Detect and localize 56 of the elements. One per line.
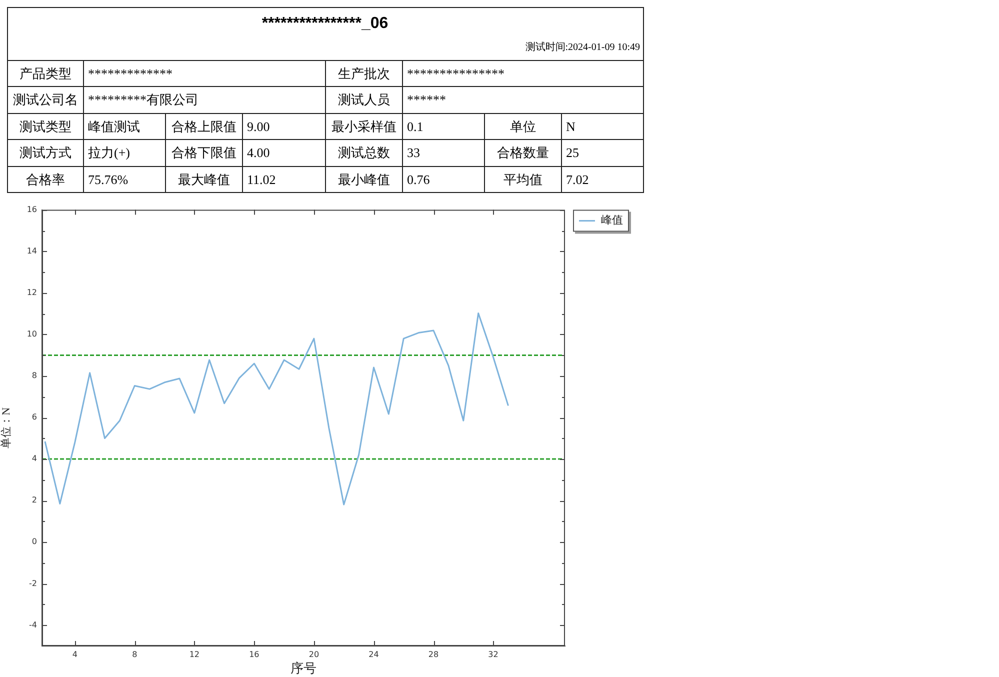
text: ************* [88, 66, 172, 82]
x-tick-label: 28 [428, 650, 439, 659]
x-tick-label: 8 [132, 650, 138, 659]
text: 0.1 [407, 118, 424, 134]
x-tick-label: 24 [368, 650, 379, 659]
y-tick-label: 2 [32, 496, 37, 505]
text: 25 [566, 145, 579, 161]
text: 最小采样值 [332, 118, 396, 136]
text: 测试总数 [338, 144, 390, 162]
chart-title: ****************_06 [262, 15, 388, 32]
text: 合格上限值 [172, 118, 236, 136]
y-tick-label: 14 [26, 246, 37, 256]
x-tick-label: 20 [308, 650, 320, 659]
y-tick-label: 12 [26, 288, 37, 297]
text: 75.76% [88, 172, 128, 188]
x-tick-label: 4 [72, 650, 78, 659]
text: 4.00 [247, 145, 270, 161]
y-axis-title: 单位：N [0, 407, 12, 448]
y-tick-label: 8 [32, 371, 37, 380]
text: *************** [407, 66, 504, 82]
text: 7.02 [566, 172, 589, 188]
text: 平均值 [504, 170, 542, 188]
legend-label: 峰值 [601, 214, 623, 227]
text: N [566, 118, 576, 134]
y-tick-label: 6 [32, 412, 37, 422]
y-tick-label: 4 [32, 454, 37, 464]
text: 测试类型 [20, 118, 72, 136]
text: 产品类型 [20, 64, 72, 82]
y-tick-label: 16 [26, 204, 37, 214]
text: 测试人员 [338, 91, 390, 109]
text: 0.76 [407, 172, 430, 188]
y-tick-label: -4 [29, 620, 37, 630]
text: 合格数量 [497, 144, 549, 162]
x-tick-label: 32 [488, 650, 498, 659]
chart-subtitle: 测试时间:2024-01-09 10:49 [525, 42, 640, 53]
x-tick-label: 12 [189, 650, 200, 659]
x-axis-title: 序号 [290, 660, 316, 676]
text: 测试方式 [20, 144, 72, 162]
x-tick-label: 16 [249, 650, 260, 659]
text: 合格下限值 [172, 144, 236, 162]
text: *********有限公司 [88, 91, 198, 109]
text: ****** [407, 92, 446, 108]
y-tick-label: 0 [32, 537, 37, 546]
text: 33 [407, 145, 420, 161]
y-tick-label: 10 [26, 330, 37, 339]
text: 峰值测试 [88, 118, 140, 136]
text: 11.02 [247, 172, 276, 188]
text: 9.00 [247, 118, 270, 134]
text: 测试公司名 [13, 91, 78, 109]
y-tick-label: -2 [29, 578, 37, 588]
text: 生产批次 [338, 64, 390, 82]
text: 最大峰值 [178, 170, 230, 188]
text: 单位 [510, 118, 536, 136]
text: 最小峰值 [338, 170, 390, 188]
text: 拉力(+) [88, 144, 130, 162]
text: 合格率 [26, 170, 65, 188]
